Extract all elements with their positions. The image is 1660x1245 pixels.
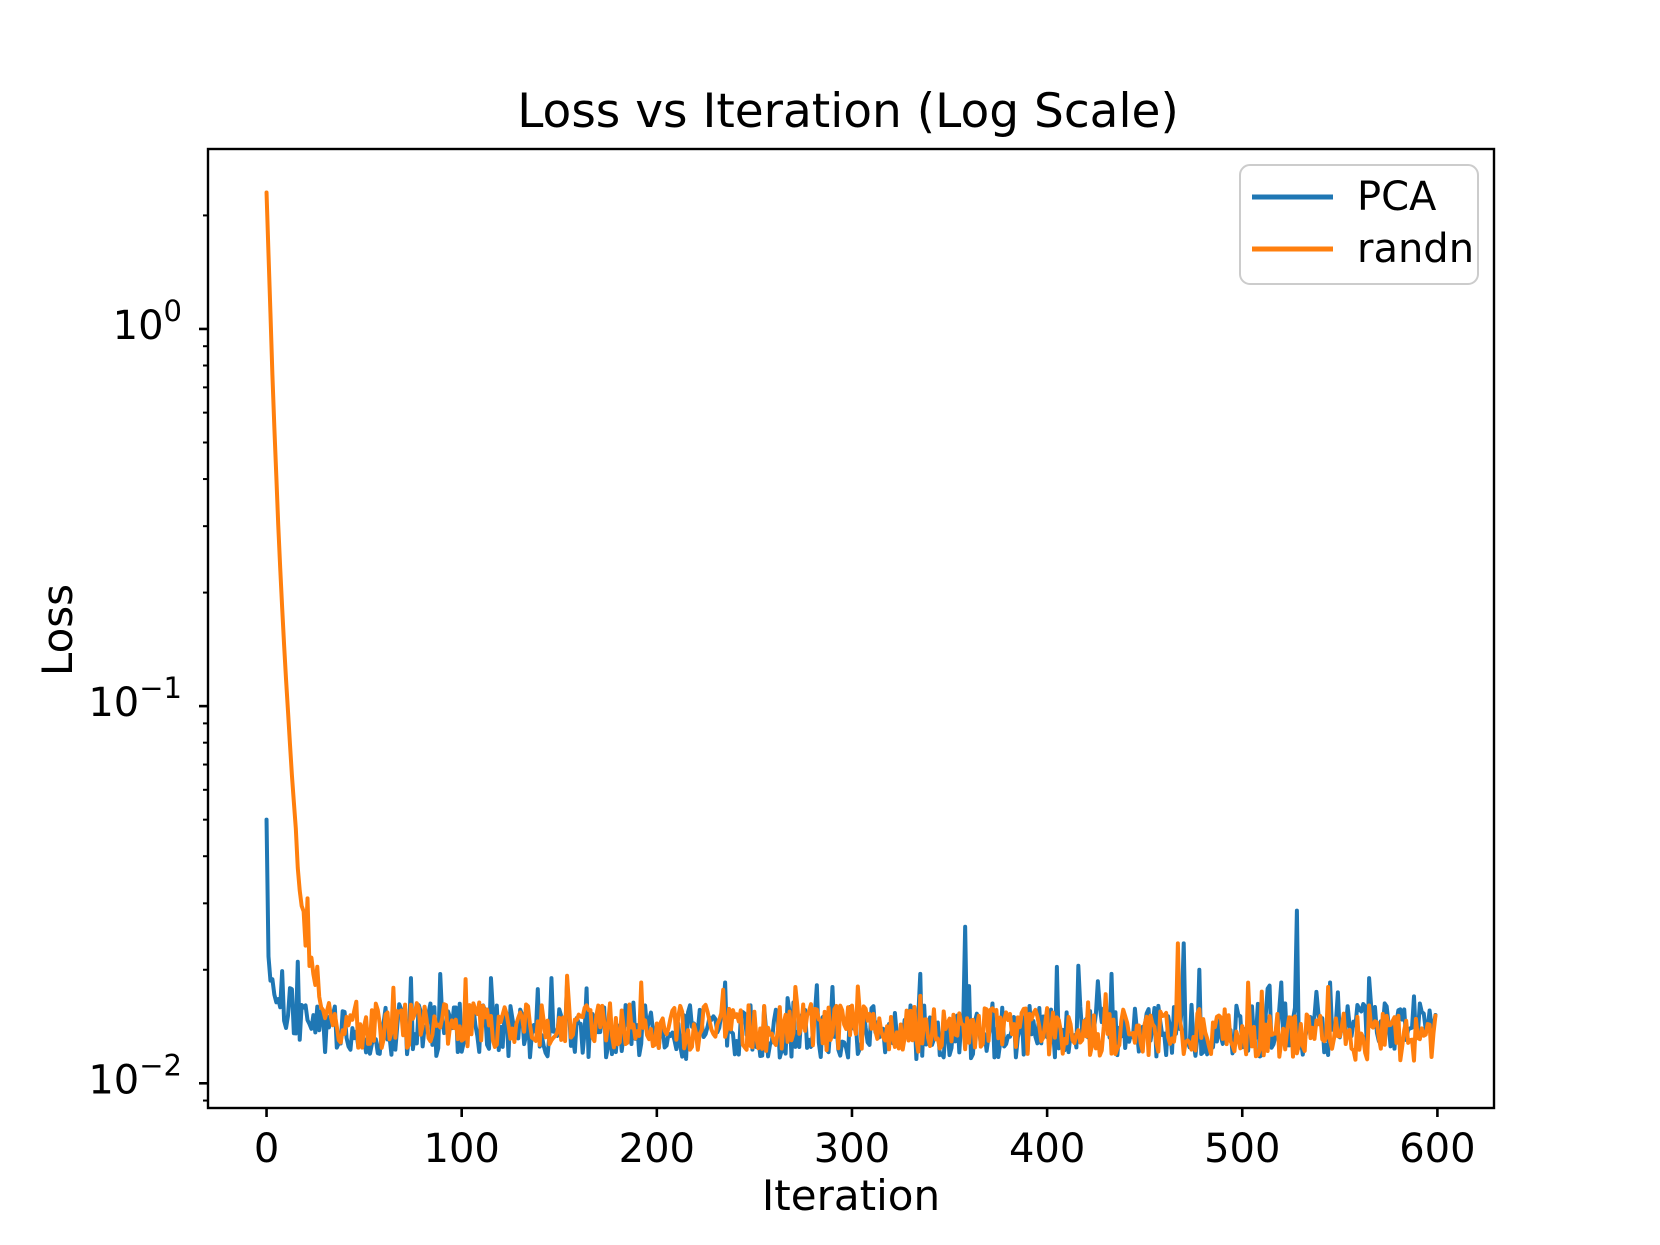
x-tick-label: 600	[1399, 1126, 1475, 1172]
series-line-randn	[264, 190, 1438, 1063]
legend-label-pca: PCA	[1357, 174, 1437, 220]
x-tick-label: 400	[1009, 1126, 1085, 1172]
legend: PCA randn	[1239, 164, 1479, 285]
x-axis-label: Iteration	[762, 1171, 940, 1220]
x-tick-label: 100	[424, 1126, 500, 1172]
x-tick-label: 0	[254, 1126, 279, 1172]
axes-spines	[206, 147, 1496, 1110]
x-tick-label: 200	[619, 1126, 695, 1172]
axes-layer: 0 100 200 300 400 500 600 100 10−1 10−2	[88, 147, 1496, 1172]
y-tick-label: 10−1	[88, 671, 182, 726]
series-layer	[264, 190, 1438, 1063]
legend-label-randn: randn	[1357, 226, 1474, 272]
chart-title: Loss vs Iteration (Log Scale)	[517, 84, 1179, 139]
y-axis-label: Loss	[33, 584, 82, 676]
x-tick-label: 300	[814, 1126, 890, 1172]
y-tick-label: 10−2	[88, 1048, 182, 1103]
x-tick-label: 500	[1204, 1126, 1280, 1172]
y-tick-label: 100	[113, 294, 182, 349]
